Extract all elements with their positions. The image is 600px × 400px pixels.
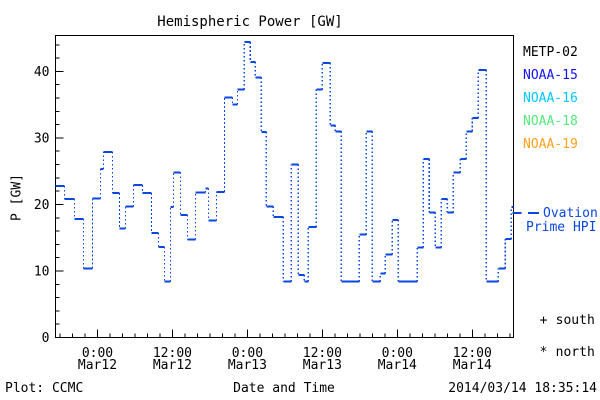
legend-item-noaa-15: NOAA-15 <box>523 68 578 83</box>
y-tick-label: 10 <box>34 264 50 279</box>
north-marker-legend: * north <box>524 333 595 359</box>
x-tick-date-label: Mar14 <box>453 358 492 373</box>
south-marker-legend: + south <box>524 301 595 327</box>
x-tick-time-label: 12:00 <box>453 346 492 361</box>
ovation-legend-label-line2: Prime HPI <box>526 220 597 235</box>
y-tick-label: 40 <box>34 65 50 80</box>
plot-border <box>55 35 514 338</box>
y-tick-label: 20 <box>34 198 50 213</box>
y-tick-label: 0 <box>42 331 50 346</box>
south-marker-label: south <box>555 313 595 328</box>
legend-item-noaa-16: NOAA-16 <box>523 91 578 106</box>
x-axis-label: Date and Time <box>233 381 335 396</box>
legend-item-noaa-19: NOAA-19 <box>523 137 578 152</box>
plus-marker-icon: + <box>539 313 548 328</box>
legend-item-metp-02: METP-02 <box>523 45 578 60</box>
x-tick-date-label: Mar13 <box>228 358 267 373</box>
x-tick-time-label: 0:00 <box>232 346 263 361</box>
y-tick-label: 30 <box>34 131 50 146</box>
x-tick-date-label: Mar12 <box>153 358 192 373</box>
legend-item-noaa-18: NOAA-18 <box>523 114 578 129</box>
satellite-legend: METP-02 NOAA-15 NOAA-16 NOAA-18 NOAA-19 <box>523 46 578 161</box>
x-tick-time-label: 12:00 <box>153 346 192 361</box>
x-tick-time-label: 0:00 <box>82 346 113 361</box>
plot-source-text: Plot: CCMC <box>5 381 84 396</box>
ovation-legend-label-line1: Ovation <box>543 206 598 221</box>
x-tick-date-label: Mar13 <box>303 358 342 373</box>
x-tick-time-label: 0:00 <box>382 346 413 361</box>
asterisk-marker-icon: * <box>539 345 548 360</box>
north-marker-label: north <box>555 345 595 360</box>
x-tick-date-label: Mar12 <box>78 358 117 373</box>
plot-timestamp: 2014/03/14 18:35:14 <box>448 381 597 396</box>
chart-title: Hemispheric Power [GW] <box>157 14 343 30</box>
x-tick-date-label: Mar14 <box>378 358 417 373</box>
x-tick-time-label: 12:00 <box>303 346 342 361</box>
